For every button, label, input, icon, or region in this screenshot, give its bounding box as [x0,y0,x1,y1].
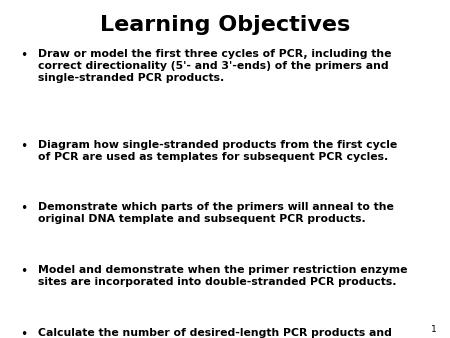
Text: •: • [20,140,27,152]
Text: Learning Objectives: Learning Objectives [100,15,350,35]
Text: •: • [20,202,27,215]
Text: •: • [20,328,27,338]
Text: 1: 1 [431,325,436,334]
Text: •: • [20,265,27,278]
Text: Demonstrate which parts of the primers will anneal to the
original DNA template : Demonstrate which parts of the primers w… [38,202,394,224]
Text: •: • [20,49,27,62]
Text: Diagram how single-stranded products from the first cycle
of PCR are used as tem: Diagram how single-stranded products fro… [38,140,397,162]
Text: Calculate the number of desired-length PCR products and
long PCR products for ea: Calculate the number of desired-length P… [38,328,392,338]
Text: Model and demonstrate when the primer restriction enzyme
sites are incorporated : Model and demonstrate when the primer re… [38,265,408,287]
Text: Draw or model the first three cycles of PCR, including the
correct directionalit: Draw or model the first three cycles of … [38,49,392,83]
